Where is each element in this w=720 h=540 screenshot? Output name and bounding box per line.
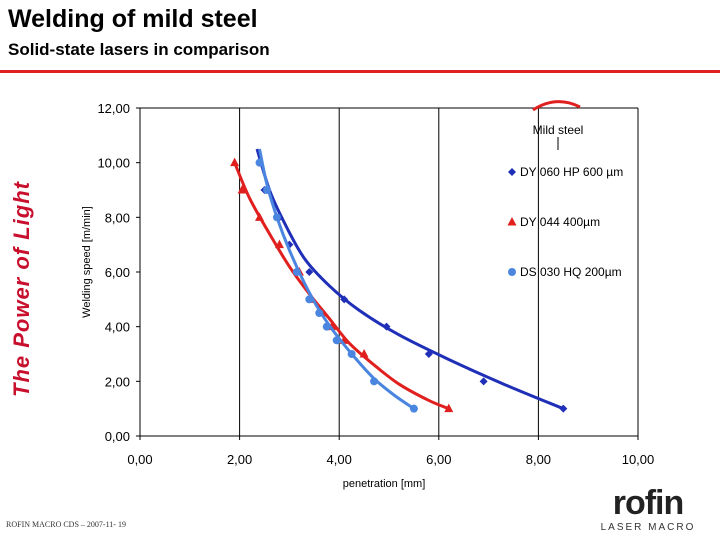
data-point (409, 404, 418, 413)
legend-entry: DS 030 HQ 200µm (508, 265, 622, 279)
y-tick-label: 4,00 (105, 320, 130, 335)
grid-layer (140, 107, 639, 436)
legend-label: DY 044 400µm (520, 215, 600, 229)
data-point (305, 268, 314, 276)
y-tick-label: 6,00 (105, 265, 130, 280)
series-triangle (230, 157, 454, 413)
rofin-logo: rofin LASER MACRO (588, 486, 708, 533)
title-divider (0, 70, 720, 73)
data-point (272, 213, 281, 222)
data-point (255, 158, 264, 167)
data-point (370, 377, 379, 386)
y-axis-label: Welding speed [m/min] (81, 206, 93, 318)
legend: DY 060 HP 600 µm DY 044 400µm DS 030 HQ 20… (507, 165, 623, 279)
data-point (479, 377, 488, 386)
series-circle (255, 148, 418, 413)
slide-subtitle: Solid-state lasers in comparison (8, 40, 270, 59)
data-point (559, 404, 568, 413)
data-point (359, 349, 369, 358)
data-point (292, 268, 301, 276)
data-point (424, 350, 433, 358)
y-tick-label: 8,00 (105, 210, 130, 225)
y-tick-label: 2,00 (105, 374, 130, 389)
legend-label: DY 060 HP 600 µm (520, 165, 623, 179)
axis-layer (136, 107, 639, 440)
x-tick-label: 4,00 (327, 452, 352, 467)
data-point (274, 239, 284, 249)
legend-label: DS 030 HQ 200µm (520, 265, 622, 279)
logo-tagline: LASER MACRO (600, 522, 696, 533)
annotation-label: Mild steel (533, 123, 584, 137)
x-tick-label: 6,00 (426, 452, 451, 467)
x-tick-label: 2,00 (227, 452, 252, 467)
y-tick-label: 0,00 (105, 429, 130, 444)
annotation-arc (532, 100, 581, 112)
data-point (347, 350, 356, 358)
tick-labels: 0,00 2,00 4,00 6,00 8,00 10,00 12,00 0,00 2,00 4,… (97, 101, 654, 467)
y-tick-label: 10,00 (97, 156, 130, 171)
legend-marker (508, 268, 516, 276)
data-point (262, 186, 271, 194)
x-tick-label: 8,00 (526, 452, 551, 467)
x-tick-label: 10,00 (622, 452, 655, 467)
data-point (237, 185, 247, 194)
data-point (230, 157, 240, 167)
data-point (322, 322, 331, 331)
data-point (255, 212, 265, 221)
data-point (340, 295, 349, 304)
trend-line (233, 162, 450, 411)
slide-title: Welding of mild steel (8, 5, 258, 33)
trend-line (258, 148, 415, 410)
data-point (305, 295, 314, 304)
x-axis-label: penetration [mm] (343, 478, 426, 490)
data-point (382, 322, 391, 331)
data-point (444, 403, 454, 413)
legend-marker (508, 168, 516, 176)
annotation-layer: Mild steel (532, 100, 584, 150)
data-point (315, 309, 324, 317)
x-tick-label: 0,00 (127, 452, 152, 467)
legend-entry: DY 060 HP 600 µm (508, 165, 623, 179)
footer-text: ROFIN MACRO CDS – 2007-11- 19 (6, 520, 126, 529)
logo-wordmark: rofin (612, 484, 685, 522)
data-point (332, 336, 341, 345)
series-layer (230, 148, 568, 413)
y-tick-label: 12,00 (97, 101, 130, 116)
legend-marker (507, 217, 517, 226)
legend-entry: DY 044 400µm (507, 215, 600, 229)
